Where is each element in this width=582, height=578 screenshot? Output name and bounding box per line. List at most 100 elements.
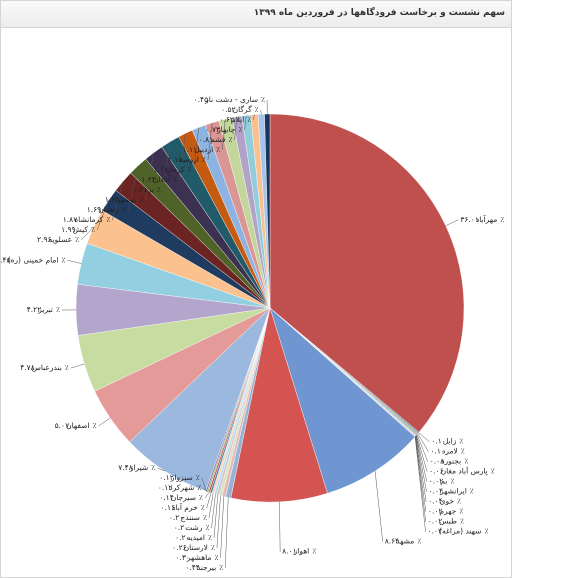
- leader-line: [445, 219, 459, 226]
- slice-label: لامرد۰.۱۰٪: [430, 447, 464, 456]
- leader-line: [207, 122, 213, 161]
- slice-name: بندرعباس: [32, 363, 62, 372]
- slice-label: چابهار۰.۷۳٪: [206, 125, 243, 134]
- slice-name: ارومیه: [179, 155, 199, 164]
- slice-name: طبس: [439, 517, 457, 526]
- slice-label: ماهشهر۰.۳۰٪: [175, 553, 218, 562]
- leader-line: [203, 487, 208, 492]
- slice-name: تبریز: [37, 305, 53, 314]
- leader-line: [253, 114, 255, 121]
- slice-label: امیدیه۰.۲۰٪: [175, 533, 212, 542]
- leader-line: [221, 119, 226, 151]
- leader-line: [374, 471, 383, 542]
- leader-line: [179, 133, 186, 181]
- slice-label: عسلویه۲.۹۶٪: [37, 235, 79, 244]
- leader-line: [216, 495, 221, 549]
- slice-label: لارستان۰.۲۶٪: [172, 543, 215, 552]
- slice-name: رشت: [185, 523, 203, 532]
- slice-label: ایرانشهر۰.۰۴٪: [429, 487, 474, 496]
- slice-label: بجنورد۰.۰۸٪: [430, 457, 469, 466]
- slice-name: اردبیل: [194, 145, 213, 154]
- slice-name: امام خمینی (ره): [8, 255, 59, 264]
- leader-line: [193, 127, 200, 171]
- slice-name: پارس آباد مغان: [441, 466, 488, 476]
- slice-name: آبادان: [153, 174, 171, 184]
- slice-label: آبادان۱.۲۳٪: [141, 174, 177, 184]
- leader-line: [414, 436, 426, 532]
- slice-value: ۰.۰۲٪: [429, 477, 455, 486]
- slice-label: خرم آباد۰.۱۶٪: [161, 502, 205, 512]
- slice-label: سبزوار۰.۱۲٪: [159, 473, 200, 482]
- slice-label: شیراز۷.۴۸٪: [118, 463, 155, 472]
- slice-label: امام خمینی (ره)۳.۴۵٪: [0, 255, 66, 264]
- slice-label: سهند (مراغه)۰.۰۲٪: [428, 527, 489, 536]
- slice-name: سهند (مراغه): [439, 527, 481, 536]
- slice-name: ایلام: [231, 115, 244, 124]
- slice-name: چابهار: [216, 125, 236, 134]
- leader-line: [128, 165, 139, 211]
- chart-title: سهم نشست و برخاست فرودگاهها در فروردین م…: [253, 8, 505, 18]
- slice-label: قشم۰.۸۱٪: [199, 135, 233, 144]
- leader-line: [201, 477, 207, 492]
- slice-name: قشم: [210, 135, 226, 144]
- leader-line: [417, 433, 429, 452]
- slice-name: ماهشهر: [186, 553, 212, 562]
- slice-label: زابل۰.۱۰٪: [431, 437, 463, 446]
- slice-label: گرگان۰.۵۲٪: [221, 105, 259, 114]
- slice-label: یزد۱.۶۱٪: [133, 185, 161, 194]
- slice-name: گرگان: [233, 105, 253, 114]
- slice-label: رشت۰.۲۰٪: [174, 523, 210, 532]
- leader-line: [244, 115, 247, 131]
- slice-label: اصفهان۵.۰۷٪: [55, 421, 97, 430]
- slice-label: ساری - دشت ناز۰.۴۵٪: [194, 95, 265, 104]
- slice-value: ۱.۶۱٪: [133, 185, 161, 194]
- leader-line: [70, 363, 85, 369]
- slice-name: مشهد: [396, 537, 414, 546]
- slice-name: کرمانشاه: [74, 215, 103, 224]
- slice-label: سیرجان۰.۱۴٪: [159, 493, 203, 502]
- slice-name: سبزوار: [170, 473, 193, 482]
- leader-line: [416, 435, 428, 472]
- leader-line: [67, 260, 82, 264]
- leader-line: [204, 492, 210, 499]
- leader-line: [418, 432, 430, 442]
- slice-name: بوشهر: [115, 195, 136, 204]
- slice-label: بوشهر۱.۶۵٪: [105, 195, 143, 204]
- slice-name: امیدیه: [187, 533, 205, 542]
- slice-label: بیرجند۰.۴۴٪: [185, 563, 223, 572]
- slice-label: سنندج۰.۲۰٪: [169, 513, 207, 522]
- panel-header: سهم نشست و برخاست فرودگاهها در فروردین م…: [1, 1, 511, 28]
- slice-name: زاهدان: [98, 205, 120, 214]
- leader-line: [415, 435, 428, 482]
- slice-name: لامرد: [442, 447, 458, 456]
- slice-name: خرم آباد: [172, 502, 198, 512]
- slice-label: کرمان۱.۱۷٪: [154, 165, 192, 174]
- slice-name: شیراز: [129, 463, 148, 472]
- slice-name: ایرانشهر: [439, 487, 467, 496]
- leader-line: [162, 141, 171, 191]
- slice-label: زاهدان۱.۶۹٪: [87, 205, 127, 214]
- slice-name: کرمان: [165, 165, 185, 174]
- leader-line: [213, 494, 219, 539]
- slice-name: سنندج: [180, 513, 200, 522]
- slice-name: جهرم: [439, 507, 456, 516]
- leader-line: [220, 496, 225, 559]
- leader-line: [260, 109, 262, 115]
- slice-name: مهرآباد: [476, 214, 497, 224]
- leader-line: [144, 152, 154, 201]
- slice-label: پارس آباد مغان۰.۰۶٪: [429, 466, 495, 476]
- leader-line: [415, 436, 427, 502]
- leader-line: [224, 497, 229, 569]
- leader-line: [96, 200, 109, 231]
- leader-line: [415, 436, 427, 512]
- slice-name: زابل: [443, 437, 457, 446]
- slice-name: اهواز: [293, 547, 310, 556]
- leader-line: [211, 494, 216, 529]
- leader-line: [208, 493, 214, 519]
- slice-name: خوی: [440, 497, 455, 506]
- leader-line: [234, 116, 238, 141]
- leader-line: [81, 226, 95, 241]
- slice-label: مهرآباد۳۶.۰۱٪: [460, 214, 504, 224]
- slice-label: بندرعباس۴.۷۸٪: [20, 363, 69, 372]
